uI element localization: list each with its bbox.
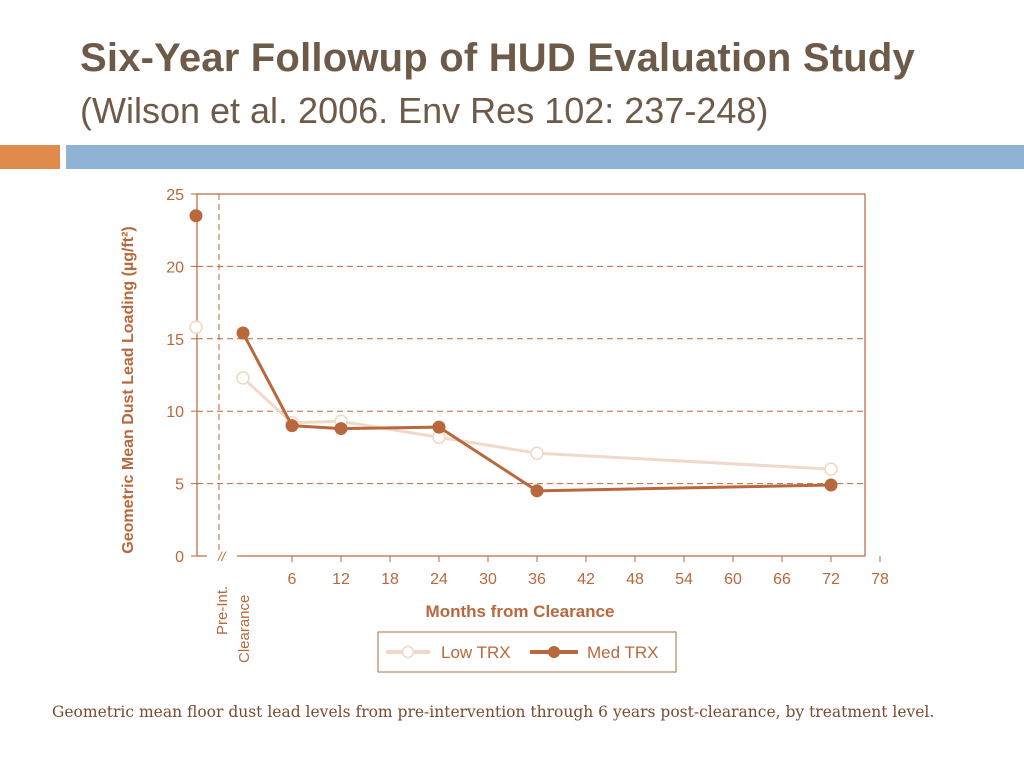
slide-title: Six-Year Followup of HUD Evaluation Stud… xyxy=(80,36,915,80)
figure-caption: Geometric mean floor dust lead levels fr… xyxy=(52,703,935,721)
x-tick-label: 36 xyxy=(528,571,546,588)
x-tick-label: 72 xyxy=(822,571,840,588)
legend-marker-med xyxy=(548,646,560,658)
x-tick-label: 60 xyxy=(724,571,742,588)
x-tick-label: 42 xyxy=(577,571,595,588)
legend-marker-low xyxy=(401,645,415,659)
accent-bar-orange xyxy=(0,145,60,169)
grid-lines xyxy=(197,265,865,485)
y-tick-label: 15 xyxy=(166,332,184,349)
pre-int-label: Pre-Int. xyxy=(214,586,231,635)
data-point-med xyxy=(530,484,544,498)
x-tick-label: 54 xyxy=(675,571,693,588)
data-point-med xyxy=(334,422,348,436)
data-point-low xyxy=(530,446,544,460)
clearance-label: Clearance xyxy=(236,595,253,663)
data-point-med xyxy=(285,419,299,433)
axis-break-gap xyxy=(207,552,237,560)
slide-subtitle: (Wilson et al. 2006. Env Res 102: 237-24… xyxy=(80,90,769,131)
y-tick-label: 5 xyxy=(175,477,184,494)
series-line-med xyxy=(241,332,832,493)
data-point-med xyxy=(432,420,446,434)
x-axis-ticks: 6 12 18 24 30 36 42 48 54 60 66 72 78 xyxy=(288,556,889,588)
x-tick-label: 6 xyxy=(288,571,297,588)
y-axis-ticks: 0 5 10 15 20 25 xyxy=(166,187,197,566)
x-tick-label: 24 xyxy=(430,571,448,588)
y-tick-label: 10 xyxy=(166,404,184,421)
x-tick-label: 48 xyxy=(626,571,644,588)
data-point-med xyxy=(824,478,838,492)
plot-frame xyxy=(196,193,866,557)
y-axis-label: Geometric Mean Dust Lead Loading (µg/ft²… xyxy=(120,226,137,553)
data-point-med xyxy=(189,209,203,223)
data-point-med xyxy=(236,326,250,340)
accent-bar-blue xyxy=(66,145,1024,169)
y-tick-label: 20 xyxy=(166,259,184,276)
data-series xyxy=(189,209,838,498)
x-axis-label: Months from Clearance xyxy=(426,602,615,621)
x-tick-label: 12 xyxy=(332,571,350,588)
legend-label-low: Low TRX xyxy=(441,643,511,662)
data-point-low xyxy=(236,371,250,385)
x-tick-label: 78 xyxy=(871,571,889,588)
data-point-low xyxy=(824,462,838,476)
x-tick-label: 66 xyxy=(773,571,791,588)
data-point-low xyxy=(189,320,203,335)
axis-break-mark: // xyxy=(217,549,227,564)
legend: Low TRX Med TRX xyxy=(377,631,677,673)
legend-label-med: Med TRX xyxy=(587,643,659,662)
x-tick-label: 30 xyxy=(479,571,497,588)
y-tick-label: 25 xyxy=(166,187,184,204)
y-tick-label: 0 xyxy=(175,549,184,566)
x-tick-label: 18 xyxy=(381,571,399,588)
